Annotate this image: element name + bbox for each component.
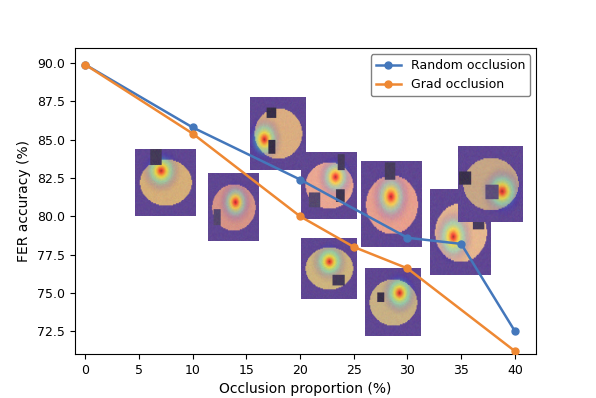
Grad occlusion bbox=[296, 214, 303, 219]
Line: Grad occlusion: Grad occlusion bbox=[82, 61, 519, 355]
Random occlusion bbox=[189, 125, 196, 130]
Random occlusion bbox=[511, 329, 519, 334]
Legend: Random occlusion, Grad occlusion: Random occlusion, Grad occlusion bbox=[371, 54, 530, 96]
Random occlusion bbox=[296, 177, 303, 182]
Random occlusion bbox=[82, 62, 89, 67]
Random occlusion bbox=[458, 242, 465, 246]
X-axis label: Occlusion proportion (%): Occlusion proportion (%) bbox=[219, 382, 392, 396]
Grad occlusion bbox=[404, 266, 411, 271]
Line: Random occlusion: Random occlusion bbox=[82, 61, 519, 335]
Random occlusion bbox=[404, 235, 411, 240]
Grad occlusion bbox=[189, 131, 196, 136]
Y-axis label: FER accuracy (%): FER accuracy (%) bbox=[17, 140, 31, 262]
Grad occlusion bbox=[82, 62, 89, 67]
Grad occlusion bbox=[350, 245, 358, 250]
Grad occlusion bbox=[511, 349, 519, 353]
